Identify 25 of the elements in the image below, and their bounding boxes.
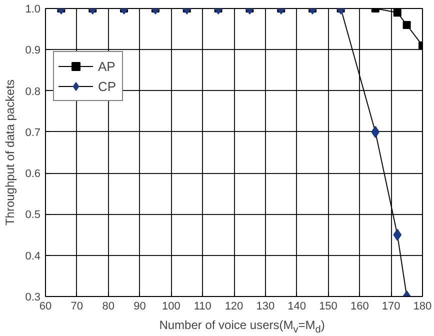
x-tick-label: 180 — [413, 300, 432, 312]
y-tick-label: 0.7 — [25, 126, 41, 139]
x-tick-label: 130 — [256, 300, 275, 312]
x-tick-label: 90 — [134, 300, 146, 312]
y-tick-label: 0.6 — [25, 168, 41, 180]
x-tick-label: 150 — [319, 300, 338, 312]
x-tick-label: 140 — [288, 300, 306, 312]
y-tick-label: 1.0 — [25, 4, 41, 16]
y-axis-title: Throughput of data packets — [3, 79, 18, 226]
x-tick-label: 160 — [350, 300, 369, 312]
x-axis-title: Number of voice users(M$_{v}$=M$_{d}$) — [159, 317, 325, 336]
x-tick-label: 170 — [382, 300, 400, 312]
x-tick-label: 60 — [39, 300, 52, 312]
legend-label: AP — [98, 58, 116, 74]
y-tick-label: 0.9 — [25, 44, 41, 57]
y-tick-label: 0.4 — [25, 250, 41, 262]
x-tick-label: 70 — [70, 300, 84, 312]
y-tick-label: 0.8 — [25, 86, 41, 98]
y-tick-label: 0.5 — [25, 209, 41, 222]
x-tick-label: 120 — [224, 300, 244, 312]
x-tick-label: 80 — [102, 300, 114, 312]
x-tick-label: 100 — [162, 300, 180, 312]
y-tick-label: 0.3 — [25, 292, 41, 304]
x-tick-label: 110 — [194, 300, 212, 312]
legend-label: CP — [98, 78, 118, 94]
